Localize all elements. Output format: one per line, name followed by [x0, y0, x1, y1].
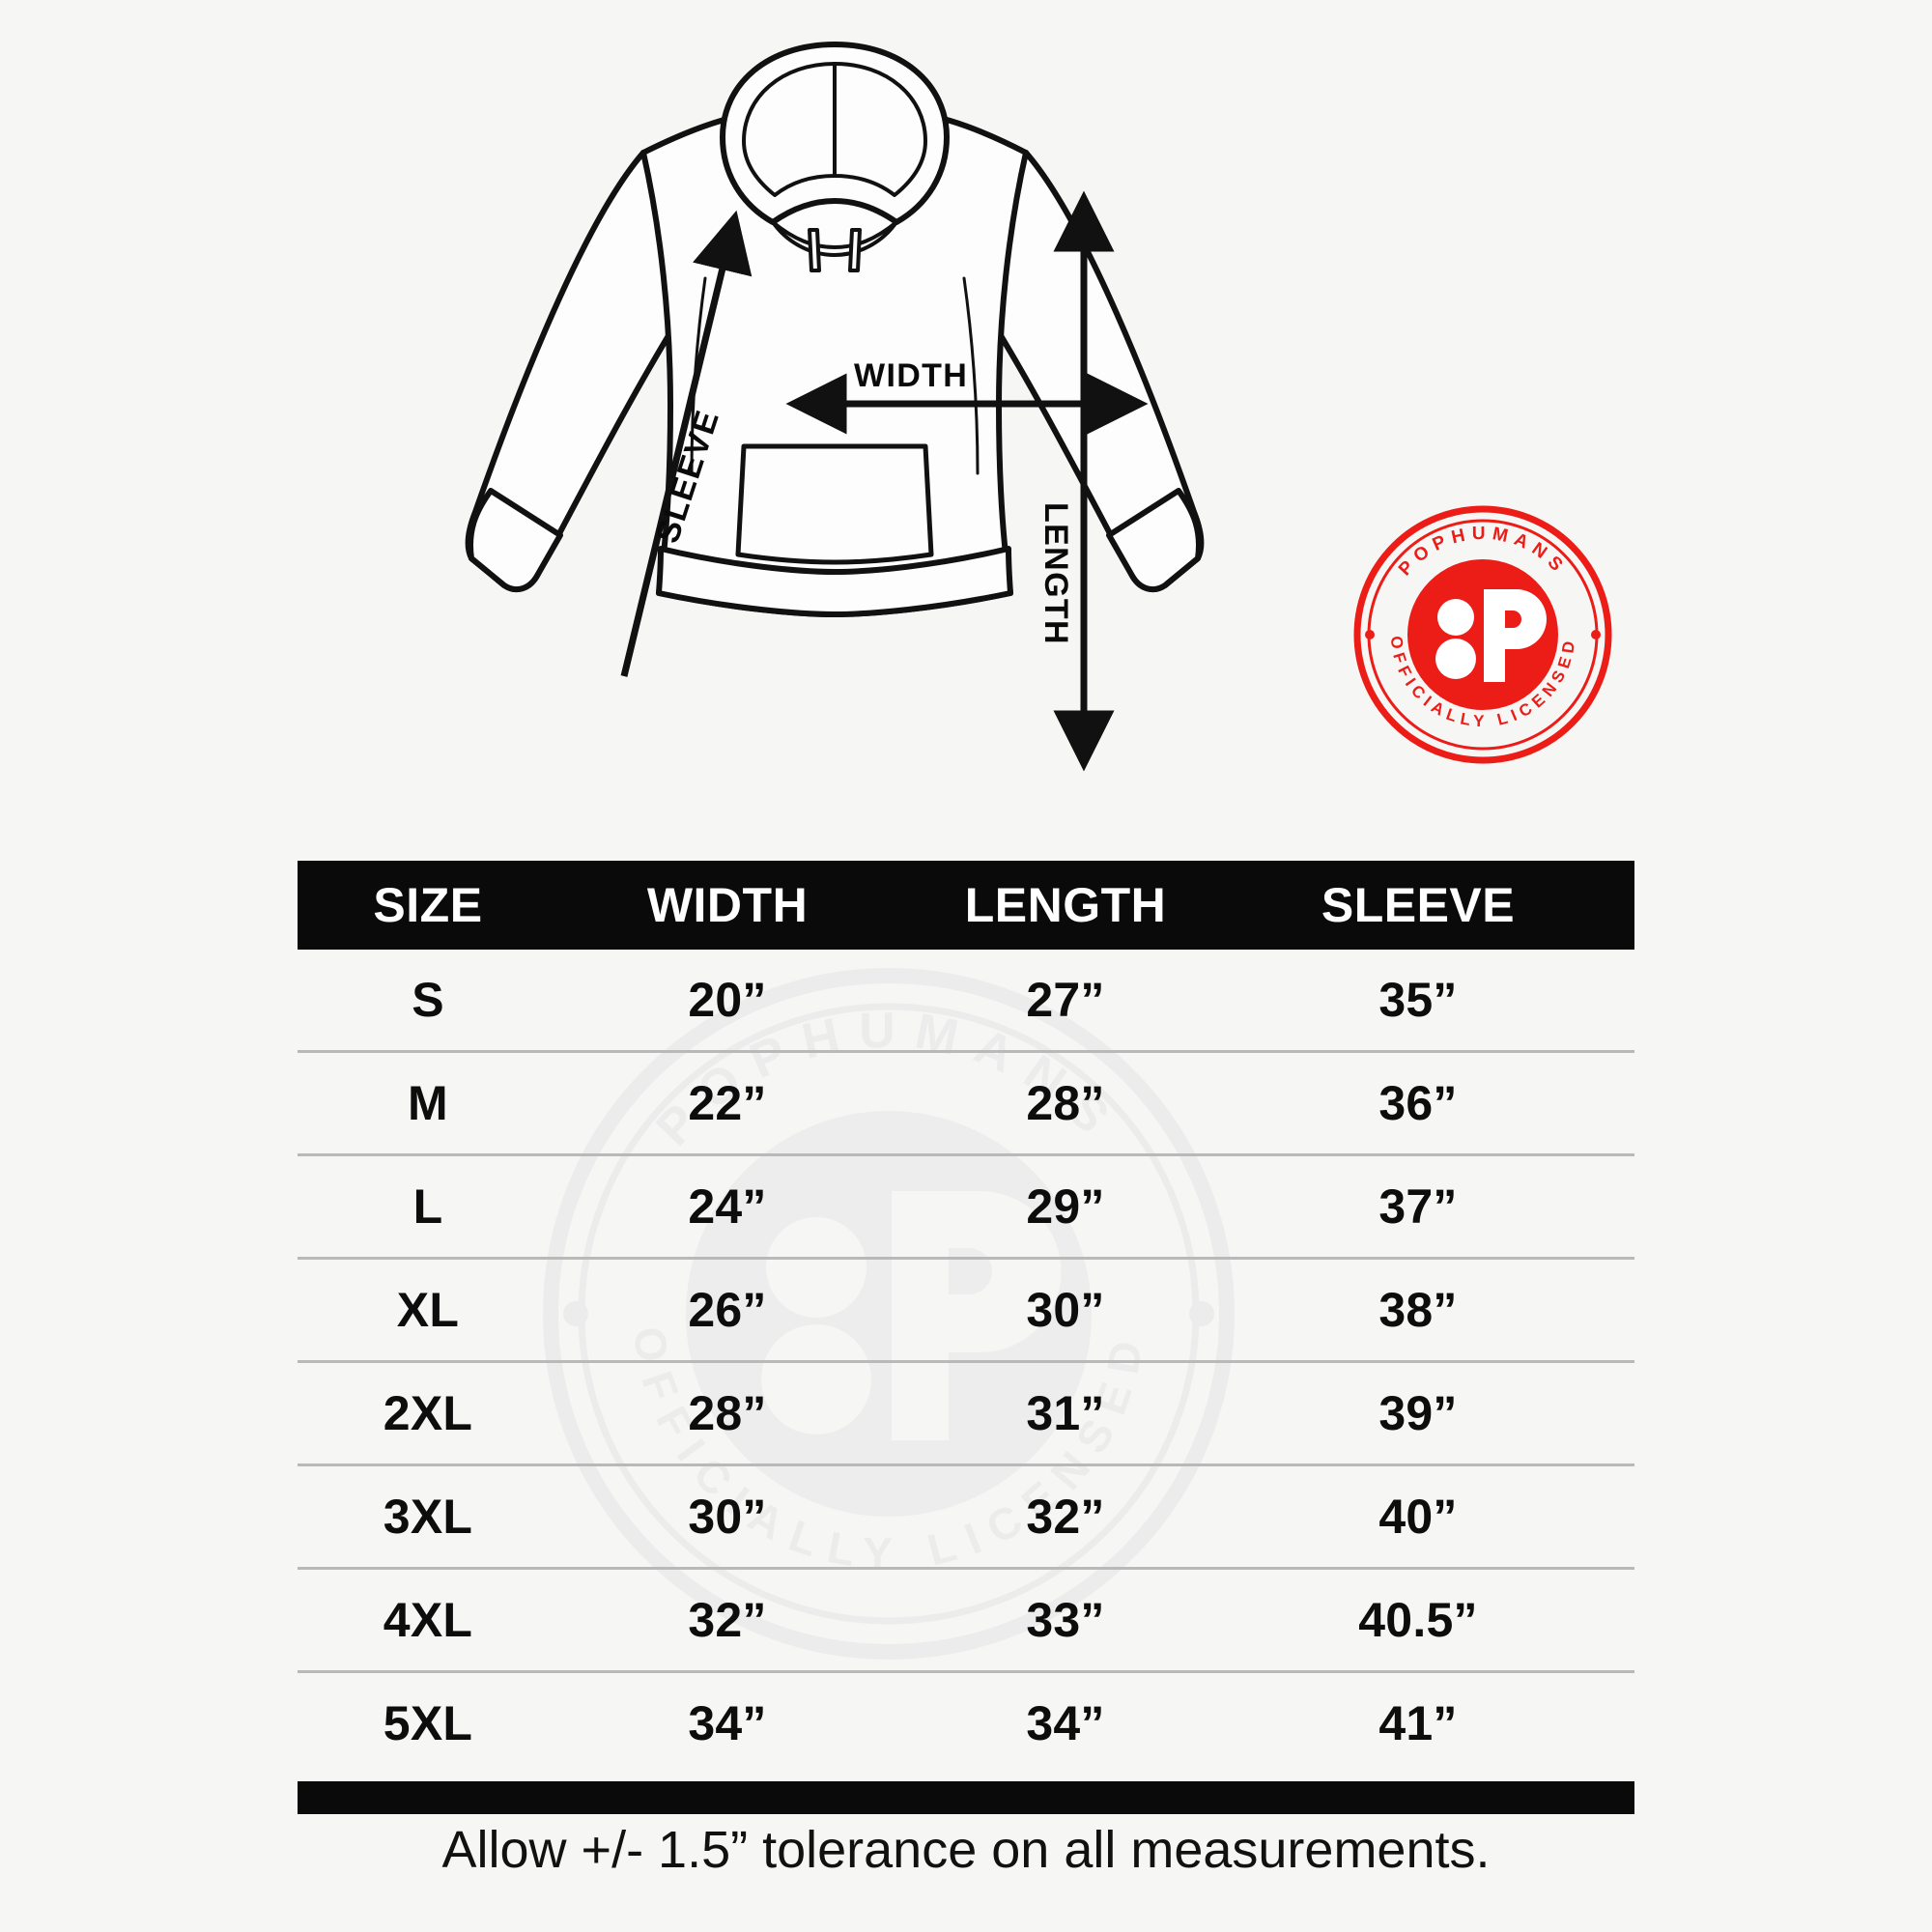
- table-row: XL 26” 30” 38”: [298, 1260, 1634, 1363]
- table-row: 4XL 32” 33” 40.5”: [298, 1570, 1634, 1673]
- cell-width: 22”: [688, 1076, 767, 1130]
- table-row: 5XL 34” 34” 41”: [298, 1673, 1634, 1774]
- cell-length: 33”: [1026, 1593, 1105, 1647]
- cell-width: 30”: [688, 1490, 767, 1544]
- cell-sleeve: 39”: [1378, 1386, 1458, 1440]
- cell-sleeve: 35”: [1378, 973, 1458, 1027]
- cell-width: 28”: [688, 1386, 767, 1440]
- cell-size: 4XL: [383, 1593, 473, 1647]
- cell-size: 2XL: [383, 1386, 473, 1440]
- cell-size: 3XL: [383, 1490, 473, 1544]
- cell-length: 29”: [1026, 1179, 1105, 1234]
- cell-size: L: [412, 1179, 443, 1234]
- cell-width: 26”: [688, 1283, 767, 1337]
- cell-sleeve: 41”: [1378, 1696, 1458, 1750]
- badge-side-dot-right: [1591, 630, 1601, 639]
- cell-size: M: [408, 1076, 448, 1130]
- cell-size: 5XL: [383, 1696, 473, 1750]
- column-header-sleeve: SLEEVE: [1321, 878, 1516, 932]
- cell-length: 34”: [1026, 1696, 1105, 1750]
- cell-length: 32”: [1026, 1490, 1105, 1544]
- badge-dot-bottom: [1435, 639, 1476, 679]
- cell-sleeve: 38”: [1378, 1283, 1458, 1337]
- table-header-row: SIZE WIDTH LENGTH SLEEVE: [298, 861, 1634, 950]
- size-chart-table: SIZE WIDTH LENGTH SLEEVE S 20” 27” 35” M…: [298, 861, 1634, 1814]
- table-row: M 22” 28” 36”: [298, 1053, 1634, 1156]
- pophumans-badge: POPHUMANS OFFICIALLY LICENSED: [1352, 504, 1613, 765]
- cell-length: 28”: [1026, 1076, 1105, 1130]
- table-bottom-bar: [298, 1781, 1634, 1814]
- table-row: S 20” 27” 35”: [298, 950, 1634, 1053]
- cell-width: 20”: [688, 973, 767, 1027]
- cell-length: 27”: [1026, 973, 1105, 1027]
- cell-sleeve: 37”: [1378, 1179, 1458, 1234]
- badge-dot-top: [1437, 599, 1474, 636]
- hoodie-illustration: [415, 29, 1256, 647]
- cell-length: 31”: [1026, 1386, 1105, 1440]
- cell-sleeve: 40”: [1378, 1490, 1458, 1544]
- table-body: S 20” 27” 35” M 22” 28” 36” L 24” 29” 37…: [298, 950, 1634, 1774]
- table-row: 2XL 28” 31” 39”: [298, 1363, 1634, 1466]
- cell-length: 30”: [1026, 1283, 1105, 1337]
- cell-sleeve: 36”: [1378, 1076, 1458, 1130]
- column-header-length: LENGTH: [964, 878, 1167, 932]
- table-row: 3XL 30” 32” 40”: [298, 1466, 1634, 1570]
- cell-width: 24”: [688, 1179, 767, 1234]
- cell-width: 34”: [688, 1696, 767, 1750]
- badge-side-dot-left: [1365, 630, 1375, 639]
- column-header-size: SIZE: [373, 878, 483, 932]
- column-header-width: WIDTH: [646, 878, 809, 932]
- cell-width: 32”: [688, 1593, 767, 1647]
- cell-size: S: [412, 973, 444, 1027]
- cell-sleeve: 40.5”: [1358, 1593, 1478, 1647]
- length-label: LENGTH: [1037, 502, 1074, 645]
- tolerance-note: Allow +/- 1.5” tolerance on all measurem…: [441, 1821, 1491, 1879]
- table-row: L 24” 29” 37”: [298, 1156, 1634, 1260]
- cell-size: XL: [396, 1283, 460, 1337]
- width-label: WIDTH: [854, 357, 969, 394]
